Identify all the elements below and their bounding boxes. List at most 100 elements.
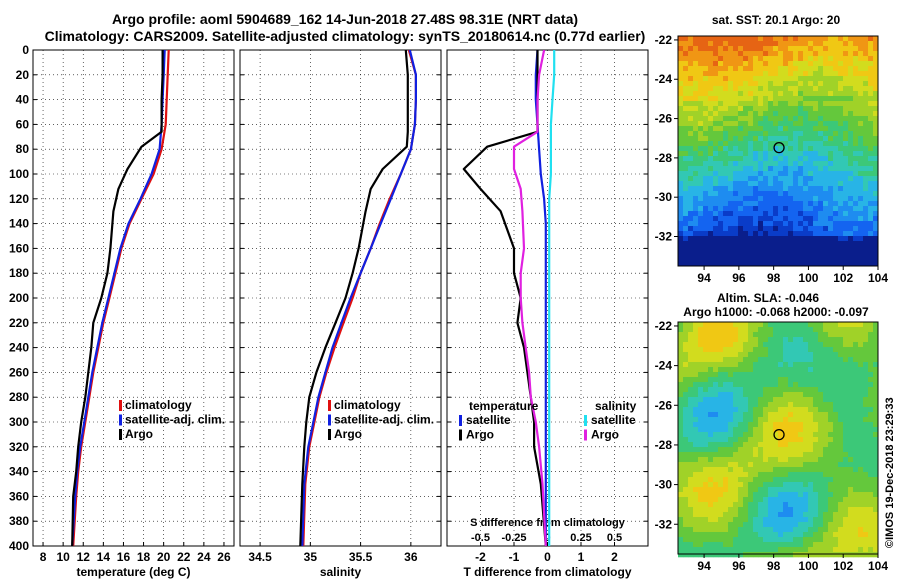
map-cell [733,347,739,353]
map-cell [783,166,789,172]
map-cell [863,96,869,102]
map-cell [698,191,704,197]
map-cell [708,206,714,212]
map-cell [698,547,704,553]
map-cell [728,497,734,503]
x-tick-label: -1 [509,550,520,564]
map-cell [863,437,869,443]
x-tick-label: 8 [40,550,47,564]
map-cell [698,382,704,388]
map-cell [713,472,719,478]
map-cell [773,402,779,408]
map-cell [773,226,779,232]
map-cell [793,76,799,82]
map-cell [773,211,779,217]
map-cell [698,487,704,493]
map-cell [798,191,804,197]
map-cell [758,392,764,398]
map-cell [743,86,749,92]
map-cell [693,151,699,157]
map-cell [728,121,734,127]
map-cell [773,362,779,368]
series-group [462,50,556,546]
map-cell [723,51,729,57]
map-cell [818,482,824,488]
map-cell [698,186,704,192]
map-cell [703,387,709,393]
map-cell [703,91,709,97]
map-cell [738,201,744,207]
map-cell [828,457,834,463]
map-cell [768,527,774,533]
map-cell [843,71,849,77]
map-cell [778,327,784,333]
map-cell [873,392,879,398]
map-cell [798,56,804,62]
map-cell [843,236,849,242]
map-cell [843,507,849,513]
map-cell [868,261,874,267]
map-cell [828,141,834,147]
map-cell [753,181,759,187]
map-cell [838,402,844,408]
map-cell [763,211,769,217]
map-cell [728,186,734,192]
map-cell [848,532,854,538]
map-cell [853,221,859,227]
map-cell [733,472,739,478]
map-cell [708,417,714,423]
map-cell [858,422,864,428]
map-cell [848,452,854,458]
map-cell [848,136,854,142]
map-cell [758,457,764,463]
map-cell [758,467,764,473]
map-cell [838,322,844,328]
map-cell [793,477,799,483]
map-cell [828,116,834,122]
map-cell [868,256,874,262]
map-cell [843,96,849,102]
map-cell [743,226,749,232]
map-cell [698,146,704,152]
map-cell [818,251,824,257]
map-cell [778,46,784,52]
map-cell [833,141,839,147]
map-cell [773,392,779,398]
map-cell [738,46,744,52]
map-cell [728,442,734,448]
map-cell [828,407,834,413]
map-cell [803,377,809,383]
map-cell [848,522,854,528]
map-cell [733,111,739,117]
map-cell [818,547,824,553]
map-cell [803,141,809,147]
map-cell [698,532,704,538]
map-cell [753,542,759,548]
map-cell [768,151,774,157]
map-cell [778,221,784,227]
map-cell [783,196,789,202]
map-cell [853,362,859,368]
map-cell [848,71,854,77]
map-cell [778,447,784,453]
map-cell [748,136,754,142]
x-tick-label: 36 [404,550,418,564]
map-cell [818,342,824,348]
map-cell [708,226,714,232]
map-cell [763,86,769,92]
map-cell [748,352,754,358]
map-cell [863,181,869,187]
map-cell [768,522,774,528]
map-cell [808,156,814,162]
map-cell [738,547,744,553]
map-cell [683,231,689,237]
map-cell [753,261,759,267]
map-cell [828,91,834,97]
map-cell [843,191,849,197]
map-cell [793,261,799,267]
map-cell [768,106,774,112]
map-cell [708,66,714,72]
map-cell [868,71,874,77]
map-cell [808,246,814,252]
map-cell [678,116,684,122]
